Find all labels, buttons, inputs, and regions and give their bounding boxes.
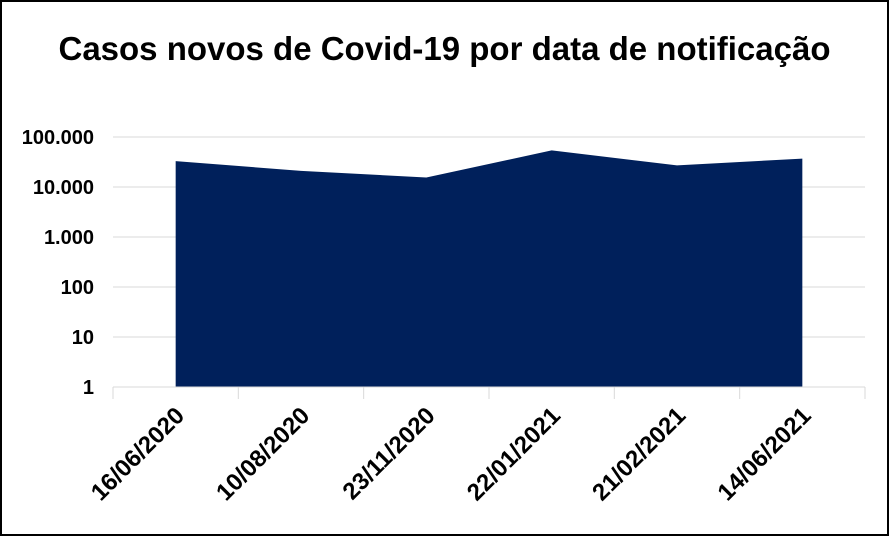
x-tick-label-3: 22/01/2021 <box>462 402 566 506</box>
x-tick-label-5: 14/06/2021 <box>713 402 817 506</box>
x-tick-label-1: 10/08/2020 <box>211 402 315 506</box>
area-series <box>175 150 803 387</box>
y-tick-label-5: 100.000 <box>22 127 94 149</box>
y-tick-label-3: 1.000 <box>44 227 94 249</box>
x-tick-label-4: 21/02/2021 <box>587 402 691 506</box>
y-tick-label-4: 10.000 <box>33 177 94 199</box>
x-tick-label-0: 16/06/2020 <box>86 402 190 506</box>
y-tick-label-2: 100 <box>61 277 94 299</box>
chart-title: Casos novos de Covid-19 por data de noti… <box>58 30 831 67</box>
y-tick-label-0: 1 <box>83 377 94 399</box>
x-tick-label-2: 23/11/2020 <box>337 402 440 505</box>
y-tick-label-1: 10 <box>72 327 94 349</box>
